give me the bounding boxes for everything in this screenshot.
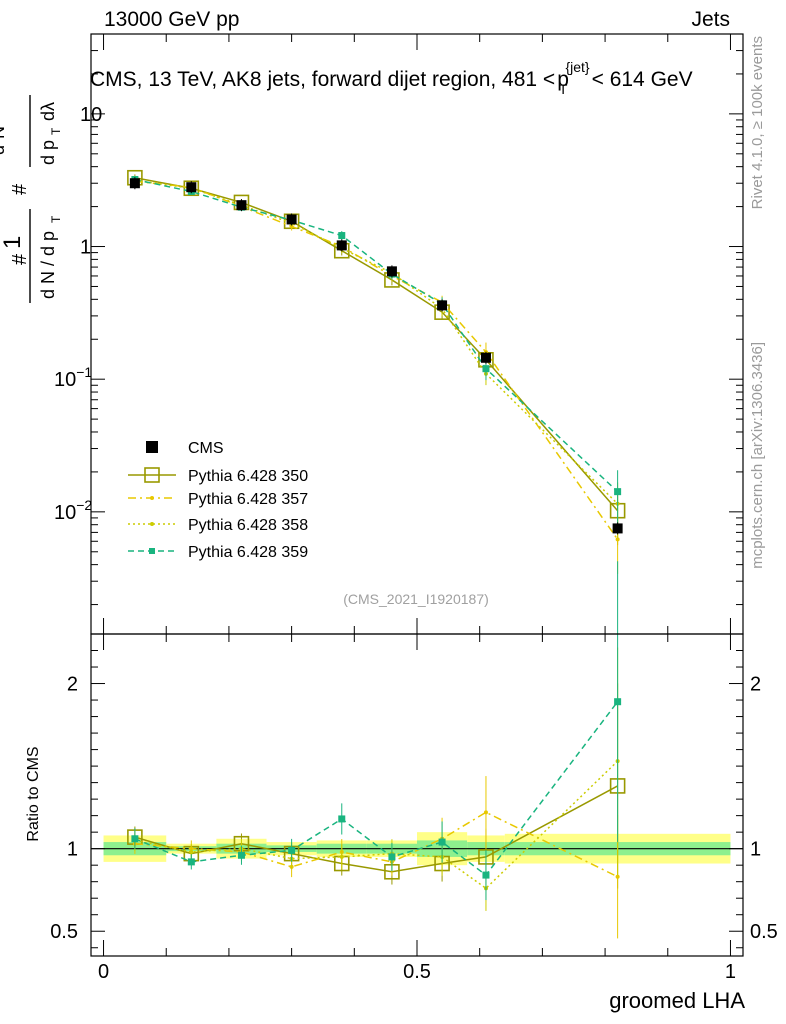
- main-line-357: [134, 180, 619, 540]
- ratio-ytick-label-right-2: 2: [750, 674, 761, 696]
- ratio-point-357-7: [483, 810, 488, 815]
- main-ytick-label-1: 1: [80, 237, 91, 259]
- xtick-label-1: 0.5: [403, 961, 431, 983]
- svg-text:dλ: dλ: [38, 102, 58, 121]
- ratio-ytick-label-left-1: 1: [67, 839, 78, 861]
- svg-text:d²N: d²N: [0, 126, 8, 155]
- mcplots-label: mcplots.cern.ch [arXiv:1306.3436]: [749, 342, 766, 569]
- series-layer: [127, 169, 626, 939]
- header-category-label: Jets: [691, 8, 730, 31]
- ratio-line-358: [134, 760, 619, 890]
- ratio-point-359-2: [237, 851, 245, 859]
- cms-point-5: [386, 266, 397, 277]
- main-line-350: [134, 177, 619, 512]
- y-axis-label-ratio: Ratio to CMS: [25, 746, 42, 841]
- legend: CMS Pythia 6.428 350 Pythia 6.428 357 Py…: [128, 440, 308, 561]
- ratio-ytick-label-left-0: 0.5: [50, 921, 78, 943]
- legend-label-357: Pythia 6.428 357: [188, 491, 308, 508]
- cms-point-4: [336, 240, 347, 251]
- xtick-label-2: 1: [725, 961, 736, 983]
- ratio-point-358-4: [339, 854, 344, 859]
- ratio-point-359-0: [131, 835, 139, 843]
- svg-text:d p: d p: [38, 140, 58, 165]
- analysis-tag: (CMS_2021_I1920187): [343, 591, 489, 607]
- cms-point-1: [186, 182, 197, 193]
- legend-label-358: Pythia 6.428 358: [188, 517, 308, 534]
- svg-text:#: #: [9, 253, 31, 265]
- ratio-point-359-6: [438, 838, 446, 846]
- rivet-label: Rivet 4.1.0, ≥ 100k events: [749, 36, 766, 209]
- y-axis-label-main: # 1 d N / d p T # d²N d p T dλ: [0, 95, 63, 303]
- main-ytick-label-3: 10−2: [54, 497, 92, 524]
- cms-point-6: [437, 300, 448, 311]
- chart-title: CMS, 13 TeV, AK8 jets, forward dijet reg…: [90, 59, 693, 97]
- legend-marker-cms: [146, 441, 158, 453]
- axes-frames: 10 1 10−1 10−2 0.5 0.5 1 1 2 2 0 0.5 1: [50, 33, 778, 983]
- legend-label-350: Pythia 6.428 350: [188, 468, 308, 485]
- ratio-ytick-label-right-0: 0.5: [750, 921, 778, 943]
- main-point-359-8: [614, 488, 622, 496]
- legend-marker-358: [150, 522, 154, 526]
- ratio-point-357-8: [615, 874, 620, 879]
- ratio-point-358-1: [189, 849, 194, 854]
- ratio-ytick-label-right-1: 1: [750, 839, 761, 861]
- ratio-point-359-5: [388, 853, 396, 861]
- legend-marker-357: [150, 496, 154, 500]
- ratio-point-359-4: [338, 815, 346, 823]
- main-ytick-label-0: 10: [80, 104, 102, 126]
- ratio-ytick-label-left-2: 2: [67, 674, 78, 696]
- main-point-359-7: [482, 365, 490, 373]
- x-axis-label: groomed LHA: [609, 988, 745, 1013]
- svg-text:1: 1: [0, 236, 26, 249]
- main-point-357-8: [615, 537, 620, 542]
- main-point-359-4: [338, 232, 346, 240]
- cms-point-8: [612, 523, 623, 534]
- xtick-label-0: 0: [98, 961, 109, 983]
- cms-point-7: [480, 352, 491, 363]
- ratio-point-359-7: [482, 871, 490, 879]
- ratio-point-359-1: [187, 858, 195, 866]
- header-collision-label: 13000 GeV pp: [104, 8, 240, 31]
- svg-text:T: T: [49, 127, 63, 135]
- svg-text:T: T: [49, 215, 63, 223]
- main-ytick-label-2: 10−1: [54, 364, 92, 391]
- ratio-point-359-3: [288, 846, 296, 854]
- legend-label-cms: CMS: [188, 440, 224, 457]
- ratio-frame: [90, 633, 744, 957]
- legend-marker-350: [144, 467, 160, 483]
- legend-label-359: Pythia 6.428 359: [188, 544, 308, 561]
- ratio-point-359-8: [614, 698, 622, 706]
- svg-text:d N / d p: d N / d p: [38, 231, 58, 299]
- cms-point-3: [286, 214, 297, 225]
- cms-point-0: [129, 178, 140, 189]
- cms-point-2: [236, 200, 247, 211]
- svg-text:#: #: [9, 183, 31, 195]
- legend-marker-359: [149, 548, 155, 554]
